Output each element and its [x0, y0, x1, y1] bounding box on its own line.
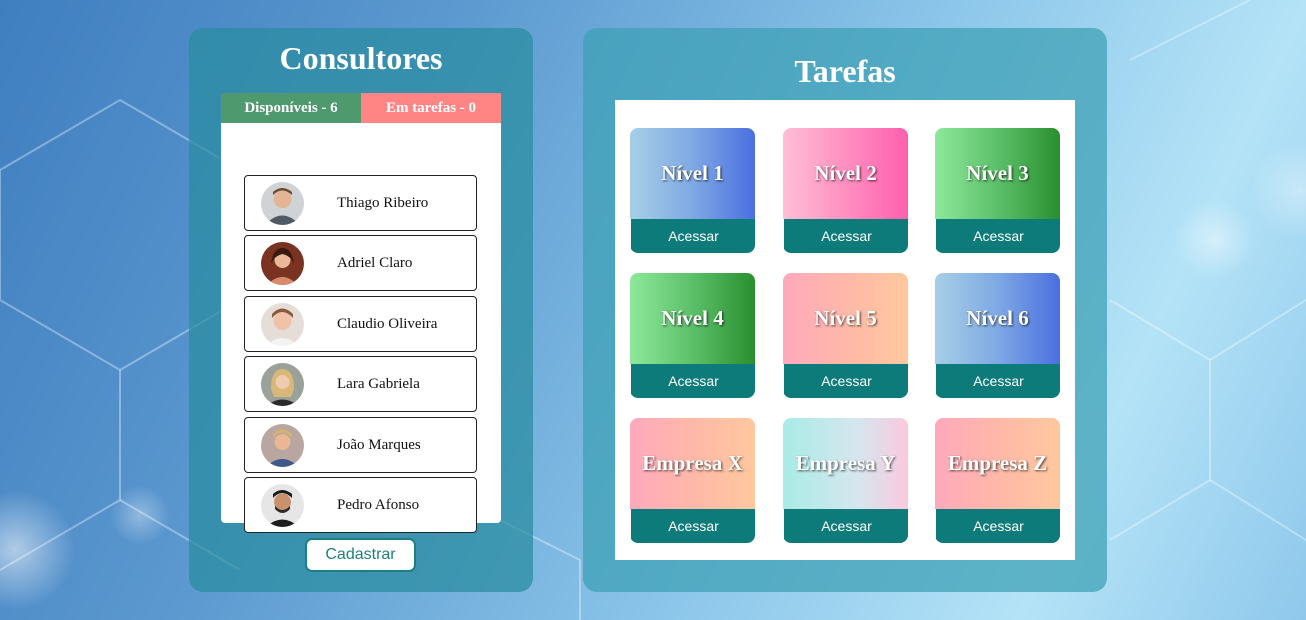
consultant-name: Adriel Claro [337, 254, 413, 271]
consultants-panel: Consultores Disponíveis - 6 Em tarefas -… [189, 28, 533, 592]
tasks-panel: Tarefas Nível 1 Acessar Nível 2 Acessar … [583, 28, 1107, 592]
card-title: Empresa X [630, 418, 755, 509]
register-button[interactable]: Cadastrar [305, 538, 416, 572]
avatar [261, 241, 304, 285]
access-button[interactable]: Acessar [784, 364, 908, 398]
task-grid: Nível 1 Acessar Nível 2 Acessar Nível 3 … [615, 100, 1075, 560]
consultant-item[interactable]: Claudio Oliveira [244, 296, 477, 352]
task-card-empresa-y: Empresa Y Acessar [783, 418, 908, 543]
avatar [261, 362, 304, 406]
task-card-nivel-4: Nível 4 Acessar [630, 273, 755, 398]
avatar [261, 181, 304, 225]
consultant-item[interactable]: Lara Gabriela [244, 356, 477, 412]
tab-available[interactable]: Disponíveis - 6 [221, 93, 361, 123]
avatar [261, 302, 304, 346]
task-card-nivel-2: Nível 2 Acessar [783, 128, 908, 253]
consultant-name: Claudio Oliveira [337, 315, 438, 332]
consultant-item[interactable]: Adriel Claro [244, 235, 477, 291]
access-button[interactable]: Acessar [631, 509, 755, 543]
consultant-item[interactable]: Pedro Afonso [244, 477, 477, 533]
tab-busy[interactable]: Em tarefas - 0 [361, 93, 501, 123]
tasks-title: Tarefas [794, 53, 896, 89]
access-button[interactable]: Acessar [936, 509, 1060, 543]
task-card-nivel-3: Nível 3 Acessar [935, 128, 1060, 253]
card-title: Nível 4 [630, 273, 755, 364]
task-card-empresa-z: Empresa Z Acessar [935, 418, 1060, 543]
access-button[interactable]: Acessar [936, 364, 1060, 398]
card-title: Nível 2 [783, 128, 908, 219]
access-button[interactable]: Acessar [631, 219, 755, 253]
consultant-name: João Marques [337, 436, 421, 453]
consultant-name: Thiago Ribeiro [337, 194, 429, 211]
card-title: Empresa Z [935, 418, 1060, 509]
consultant-item[interactable]: Thiago Ribeiro [244, 175, 477, 231]
consultants-title: Consultores [279, 40, 443, 76]
consultant-item[interactable]: João Marques [244, 417, 477, 473]
consultant-name: Lara Gabriela [337, 375, 420, 392]
consultant-name: Pedro Afonso [337, 496, 420, 513]
task-card-nivel-1: Nível 1 Acessar [630, 128, 755, 253]
task-card-nivel-6: Nível 6 Acessar [935, 273, 1060, 398]
task-card-empresa-x: Empresa X Acessar [630, 418, 755, 543]
avatar [261, 483, 304, 527]
access-button[interactable]: Acessar [936, 219, 1060, 253]
card-title: Nível 3 [935, 128, 1060, 219]
card-title: Empresa Y [783, 418, 908, 509]
consultant-list: Thiago Ribeiro Adriel Claro Claudio Oliv… [221, 123, 501, 533]
card-title: Nível 6 [935, 273, 1060, 364]
card-title: Nível 1 [630, 128, 755, 219]
card-title: Nível 5 [783, 273, 908, 364]
consultant-tabs: Disponíveis - 6 Em tarefas - 0 [221, 93, 501, 123]
access-button[interactable]: Acessar [631, 364, 755, 398]
avatar [261, 423, 304, 467]
access-button[interactable]: Acessar [784, 509, 908, 543]
task-card-nivel-5: Nível 5 Acessar [783, 273, 908, 398]
access-button[interactable]: Acessar [784, 219, 908, 253]
